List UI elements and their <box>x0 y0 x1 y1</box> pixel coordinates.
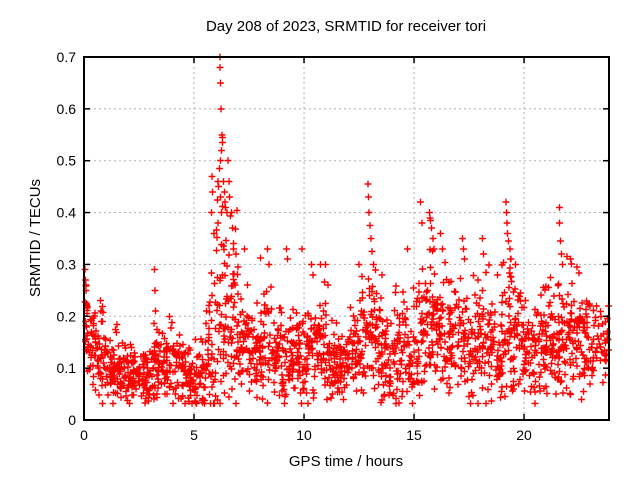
srmtid-scatter-points <box>81 53 612 407</box>
x-tick-label: 10 <box>296 427 312 443</box>
x-tick-label: 5 <box>190 427 198 443</box>
y-axis-label: SRMTID / TECUs <box>27 179 44 297</box>
y-tick-label: 0.5 <box>57 153 77 169</box>
x-tick-label: 0 <box>80 427 88 443</box>
data-points <box>81 53 612 407</box>
chart-title: Day 208 of 2023, SRMTID for receiver tor… <box>206 18 486 35</box>
x-tick-labels: 0 5 10 15 20 <box>80 427 532 443</box>
gridlines <box>84 57 609 420</box>
x-tick-label: 15 <box>406 427 422 443</box>
y-tick-label: 0.6 <box>57 101 77 117</box>
plot-border <box>83 56 610 421</box>
y-tick-label: 0 <box>68 412 76 428</box>
y-tick-label: 0.7 <box>57 49 77 65</box>
x-tick-label: 20 <box>516 427 532 443</box>
y-tick-label: 0.1 <box>57 360 77 376</box>
y-tick-label: 0.2 <box>57 308 77 324</box>
y-tick-labels: 0 0.1 0.2 0.3 0.4 0.5 0.6 0.7 <box>57 49 77 428</box>
y-tick-label: 0.4 <box>57 205 77 221</box>
y-tick-label: 0.3 <box>57 256 77 272</box>
axis-ticks <box>83 56 609 421</box>
x-axis-label: GPS time / hours <box>289 453 403 470</box>
